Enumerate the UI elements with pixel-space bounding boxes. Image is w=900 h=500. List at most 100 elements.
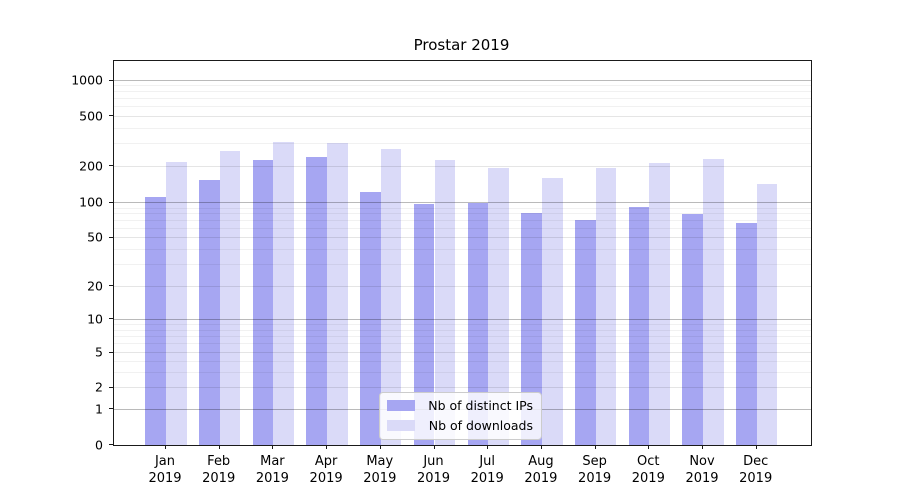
bar-distinct-ips bbox=[682, 213, 703, 445]
bar-downloads bbox=[541, 177, 563, 445]
gridline-y-10 bbox=[114, 318, 811, 320]
gridline-y-700 bbox=[114, 98, 811, 100]
y-tick-label: 5 bbox=[95, 344, 103, 360]
bar-distinct-ips bbox=[574, 219, 596, 445]
bar-downloads bbox=[703, 158, 724, 445]
y-tick-label: 100 bbox=[79, 194, 103, 210]
x-tick-mark bbox=[702, 445, 703, 449]
x-tick-label: Apr 2019 bbox=[309, 454, 343, 486]
y-tick-mark bbox=[109, 201, 113, 203]
x-tick-label: Jan 2019 bbox=[148, 454, 182, 486]
y-tick-mark bbox=[109, 165, 113, 166]
bar-downloads bbox=[434, 160, 456, 445]
y-tick-label: 200 bbox=[79, 158, 103, 173]
gridline-y-100 bbox=[114, 202, 811, 204]
y-tick-label: 0 bbox=[95, 437, 103, 452]
y-tick-label: 20 bbox=[87, 278, 103, 293]
y-tick-label: 1000 bbox=[71, 72, 103, 88]
x-tick-mark bbox=[433, 445, 435, 449]
bar-distinct-ips bbox=[413, 204, 435, 445]
x-tick-label: Mar 2019 bbox=[255, 454, 289, 486]
gridline-y-400 bbox=[114, 127, 811, 129]
gridline-y-2 bbox=[114, 387, 811, 389]
bar-distinct-ips bbox=[252, 159, 274, 445]
x-tick-label: Dec 2019 bbox=[739, 454, 773, 486]
x-tick-mark bbox=[594, 445, 596, 449]
gridline-y-20 bbox=[114, 285, 811, 287]
legend: Nb of distinct IPs Nb of downloads bbox=[379, 392, 542, 440]
x-tick-label: May 2019 bbox=[363, 454, 397, 486]
y-tick-mark bbox=[109, 236, 113, 238]
legend-swatch-distinct-ips-icon bbox=[387, 400, 415, 411]
gridline-y-70 bbox=[114, 220, 811, 222]
x-tick-label: Aug 2019 bbox=[524, 454, 558, 486]
y-tick-mark bbox=[109, 444, 113, 445]
gridline-y-5 bbox=[114, 352, 811, 354]
x-tick-mark bbox=[540, 445, 542, 449]
x-tick-mark bbox=[165, 445, 166, 449]
bar-downloads bbox=[219, 150, 241, 445]
bar-downloads bbox=[488, 167, 509, 445]
bar-distinct-ips bbox=[467, 202, 489, 445]
plot-area: Nb of distinct IPs Nb of downloads bbox=[113, 60, 812, 446]
bar-downloads bbox=[649, 162, 670, 445]
bar-distinct-ips bbox=[306, 157, 328, 445]
gridline-y-30 bbox=[114, 264, 811, 266]
chart-title: Prostar 2019 bbox=[413, 36, 510, 54]
x-tick-label: Oct 2019 bbox=[631, 454, 665, 486]
x-tick-mark bbox=[487, 445, 489, 449]
y-tick-mark bbox=[109, 285, 113, 286]
legend-label: Nb of distinct IPs bbox=[428, 398, 533, 413]
y-tick-mark bbox=[109, 318, 113, 320]
gridline-y-600 bbox=[114, 106, 811, 108]
bar-downloads bbox=[595, 167, 617, 445]
gridline-y-800 bbox=[114, 91, 811, 93]
gridline-y-900 bbox=[114, 85, 811, 87]
gridline-y-50 bbox=[114, 237, 811, 239]
gridline-y-4 bbox=[114, 360, 811, 362]
bar-downloads bbox=[327, 142, 348, 445]
y-tick-label: 50 bbox=[87, 229, 103, 245]
gridline-y-300 bbox=[114, 143, 811, 145]
gridline-y-8 bbox=[114, 329, 811, 331]
legend-swatch-downloads-icon bbox=[387, 420, 415, 431]
bar-downloads bbox=[756, 183, 778, 445]
x-tick-label: Feb 2019 bbox=[202, 454, 236, 486]
bar-distinct-ips bbox=[736, 222, 757, 445]
x-tick-mark bbox=[648, 445, 650, 449]
gridline-y-1000 bbox=[114, 80, 811, 81]
x-tick-label: Jun 2019 bbox=[416, 454, 451, 486]
bar-downloads bbox=[273, 142, 295, 445]
y-tick-mark bbox=[109, 351, 113, 353]
legend-item-downloads: Nb of downloads bbox=[387, 418, 533, 433]
gridline-y-6 bbox=[114, 343, 811, 345]
gridline-y-3 bbox=[114, 371, 811, 373]
x-tick-mark bbox=[326, 445, 328, 449]
bar-distinct-ips bbox=[199, 180, 220, 445]
x-tick-label: Nov 2019 bbox=[685, 454, 719, 486]
gridline-y-200 bbox=[114, 165, 811, 167]
legend-item-distinct-ips: Nb of distinct IPs bbox=[387, 398, 533, 413]
y-tick-mark bbox=[109, 79, 113, 81]
gridline-y-40 bbox=[114, 248, 811, 250]
bar-downloads bbox=[380, 149, 402, 445]
y-tick-mark bbox=[109, 115, 113, 116]
y-tick-label: 500 bbox=[79, 108, 103, 123]
x-tick-label: Sep 2019 bbox=[578, 454, 612, 486]
gridline-y-7 bbox=[114, 335, 811, 337]
gridline-y-500 bbox=[114, 115, 811, 117]
y-tick-label: 10 bbox=[87, 311, 103, 327]
gridline-y-60 bbox=[114, 227, 811, 229]
bar-distinct-ips bbox=[145, 196, 166, 445]
x-tick-mark bbox=[218, 445, 220, 449]
x-tick-mark bbox=[755, 445, 757, 449]
gridline-y-90 bbox=[114, 207, 811, 209]
y-tick-label: 1 bbox=[95, 401, 103, 417]
x-tick-label: Jul 2019 bbox=[470, 454, 504, 486]
gridline-y-9 bbox=[114, 323, 811, 325]
bar-downloads bbox=[166, 162, 187, 445]
y-tick-mark bbox=[109, 408, 113, 410]
y-tick-mark bbox=[109, 386, 113, 388]
x-tick-mark bbox=[379, 445, 381, 449]
